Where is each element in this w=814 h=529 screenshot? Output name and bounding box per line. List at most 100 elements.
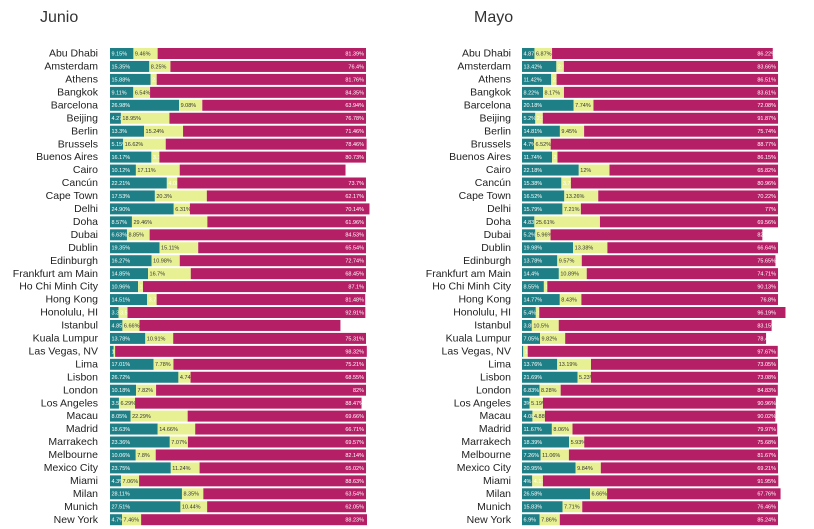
mayo-category-label: Brussels (471, 138, 511, 150)
mayo-category-label: Dublin (481, 242, 511, 254)
mayo-value-label: 8.55% (524, 285, 540, 291)
junio-value-label: 73.7% (348, 181, 364, 187)
mayo-bar-segment-2 (543, 281, 548, 293)
mayo-category-label: Kuala Lumpur (446, 333, 512, 345)
mayo-bar-segment-2 (551, 423, 573, 435)
mayo-value-label: 7.26% (524, 453, 540, 459)
mayo-value-label: 20.18% (524, 103, 543, 109)
mayo-value-label: 8.43% (561, 297, 577, 303)
junio-bar-segment-1 (110, 410, 131, 422)
junio-category-label: Bangkok (57, 86, 99, 98)
junio-value-label: 24.90% (112, 207, 131, 213)
junio-bar-segment-3 (195, 423, 366, 435)
mayo-value-label: 90.13% (757, 285, 776, 291)
junio-value-label: 17.01% (112, 362, 131, 368)
junio-bar-segment-3 (135, 397, 362, 409)
mayo-value-label: 7.05% (524, 336, 540, 342)
junio-category-label: Edinburgh (50, 255, 98, 267)
mayo-value-label: 96.19% (757, 310, 776, 316)
mayo-value-label: 69.56% (757, 220, 776, 226)
mayo-bar-segment-1 (522, 151, 553, 163)
junio-category-label: Doha (73, 216, 98, 228)
mayo-bar-segment-2 (543, 86, 564, 98)
mayo-bar-segment-1 (522, 229, 536, 241)
mayo-bar-segment-2 (557, 358, 591, 370)
junio-value-label: 9.15% (112, 51, 128, 57)
junio-value-label: 5.15% (112, 142, 128, 148)
junio-bar-segment-1 (110, 255, 152, 267)
junio-bar-segment-3 (169, 112, 366, 124)
mayo-value-label: 26.58% (524, 492, 543, 498)
mayo-bar-segment-3 (598, 190, 778, 202)
mayo-bar-segment-3 (581, 255, 776, 267)
mayo-value-label: 6.83% (524, 388, 540, 394)
mayo-bar-segment-3 (581, 294, 778, 306)
mayo-value-label: 91.87% (757, 116, 776, 122)
mayo-value-label: 20.95% (524, 466, 543, 472)
mayo-value-label: 77% (765, 207, 776, 213)
mayo-value-label: 72.08% (757, 103, 776, 109)
junio-category-label: Frankfurt am Main (13, 268, 98, 280)
junio-bar-segment-2 (144, 125, 184, 137)
junio-bar-segment-2 (179, 99, 203, 111)
junio-bar-segment-1 (110, 449, 136, 461)
junio-category-label: Delhi (74, 203, 98, 215)
mayo-bar-segment-3 (557, 151, 778, 163)
junio-value-label: 69.66% (345, 414, 364, 420)
mayo-bar-segment-3 (560, 384, 778, 396)
junio-value-label: 16.17% (112, 155, 131, 161)
mayo-bar-segment-3 (558, 319, 772, 331)
junio-bar-segment-3 (155, 449, 366, 461)
junio-bar-segment-2 (169, 436, 188, 448)
junio-bars: Abu Dhabi 9.15% 9.46% 81.39% Amsterdam 15.35%… (13, 48, 370, 526)
junio-category-label: Cancún (62, 177, 98, 189)
junio-value-label: 15.35% (112, 64, 131, 70)
mayo-value-label: 3.72% (563, 181, 579, 187)
junio-value-label: 98.32% (345, 349, 364, 355)
junio-bar-segment-2 (133, 86, 151, 98)
mayo-bar-segment-3 (607, 488, 781, 500)
mayo-value-label: 13.38% (575, 246, 594, 252)
junio-value-label: 23.36% (112, 440, 131, 446)
junio-value-label: 14.51% (112, 297, 131, 303)
junio-category-label: Istanbul (61, 320, 98, 332)
mayo-bar-segment-3 (572, 423, 778, 435)
junio-value-label: 71.46% (345, 129, 364, 135)
junio-value-label: 4.7% (112, 518, 125, 524)
mayo-value-label: 18.39% (524, 440, 543, 446)
mayo-bar-segment-3 (580, 203, 778, 215)
junio-value-label: 23.75% (112, 466, 131, 472)
mayo-value-label: 74.71% (757, 272, 776, 278)
junio-category-label: Cairo (73, 164, 98, 176)
junio-bar-segment-3 (115, 345, 367, 357)
mayo-value-label: 8.22% (524, 90, 540, 96)
junio-value-label: 16.7% (150, 272, 166, 278)
mayo-value-label: 9.57% (559, 259, 575, 265)
junio-value-label: 88.47% (345, 401, 364, 407)
mayo-bar-segment-1 (522, 73, 552, 85)
mayo-value-label: 13.78% (524, 259, 543, 265)
mayo-value-label: 16.52% (524, 194, 543, 200)
junio-value-label: 16.62% (125, 142, 144, 148)
mayo-value-label: 75.65% (757, 259, 776, 265)
mayo-value-label: 7.74% (575, 103, 591, 109)
mayo-value-label: 67.76% (757, 492, 776, 498)
junio-category-label: Marrakech (48, 436, 98, 448)
junio-value-label: 87.1% (348, 285, 364, 291)
junio-bar-segment-1 (110, 268, 149, 280)
mayo-value-label: 14.77% (524, 297, 543, 303)
junio-value-label: 8.85% (128, 233, 144, 239)
junio-value-label: 10.98% (153, 259, 172, 265)
junio-value-label: 29.46% (133, 220, 152, 226)
mayo-value-label: 5.2% (524, 233, 537, 239)
junio-bar-segment-3 (190, 268, 366, 280)
junio-category-label: Macau (66, 410, 98, 422)
mayo-value-label: 80.96% (757, 181, 776, 187)
mayo-bar-segment-2 (539, 384, 561, 396)
junio-bar-segment-2 (135, 164, 180, 176)
mayo-bar-segment-2 (590, 488, 608, 500)
junio-value-label: 81.39% (345, 51, 364, 57)
mayo-value-label: 65.82% (757, 168, 776, 174)
junio-value-label: 18.95% (122, 116, 141, 122)
junio-value-label: 76.4% (348, 64, 364, 70)
